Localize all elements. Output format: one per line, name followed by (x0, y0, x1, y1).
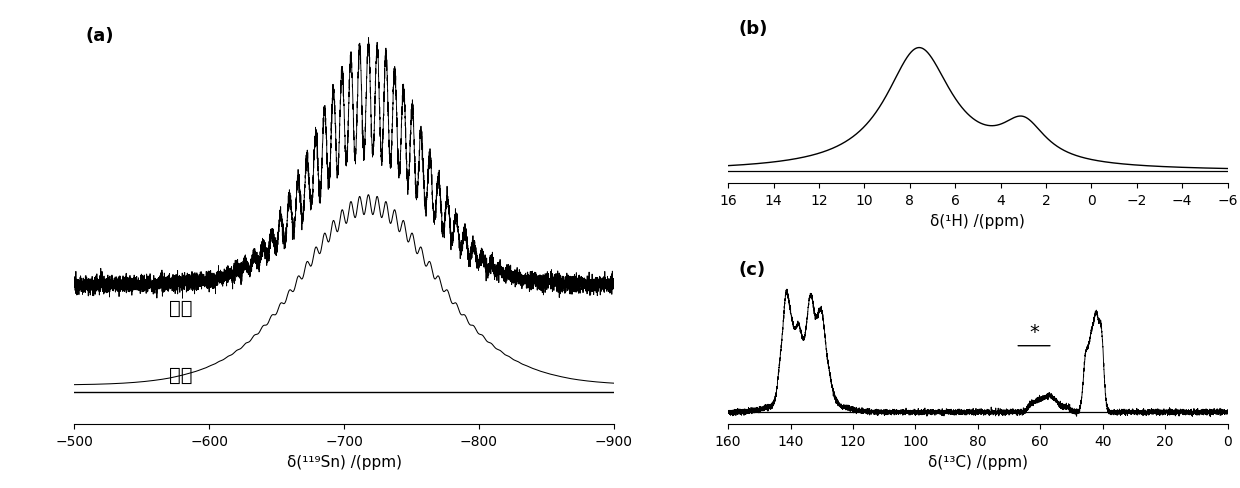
Text: (a): (a) (86, 27, 114, 45)
Text: (c): (c) (738, 260, 765, 278)
X-axis label: δ(¹H) /(ppm): δ(¹H) /(ppm) (930, 213, 1025, 228)
Text: 实验: 实验 (169, 299, 192, 317)
Text: (b): (b) (738, 20, 768, 38)
X-axis label: δ(¹³C) /(ppm): δ(¹³C) /(ppm) (928, 454, 1028, 469)
Text: *: * (1029, 322, 1039, 341)
Text: 模拟: 模拟 (169, 366, 192, 385)
X-axis label: δ(¹¹⁹Sn) /(ppm): δ(¹¹⁹Sn) /(ppm) (286, 454, 402, 469)
